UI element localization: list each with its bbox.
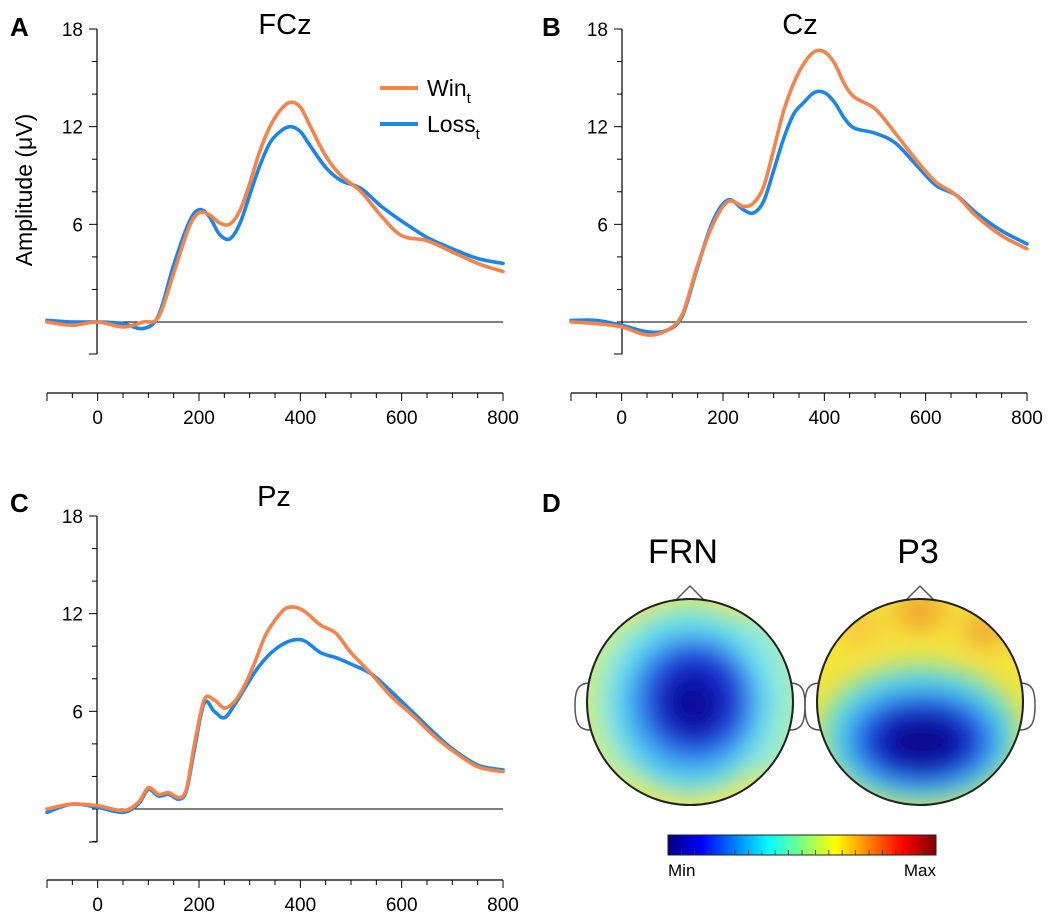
- x-tick-label: 600: [910, 408, 942, 429]
- x-tick-label: 0: [616, 408, 627, 429]
- plot-fcz: 6 12 18 0 200 400 600 800: [45, 20, 519, 429]
- colorbar: Min Max: [667, 834, 937, 880]
- nose-icon: [904, 584, 936, 602]
- y-tick-label: 18: [62, 20, 83, 41]
- legend-label-loss: Losst: [427, 111, 481, 143]
- x-tick-label: 200: [183, 408, 215, 429]
- y-tick-label: 18: [587, 20, 608, 41]
- ear-right-icon: [1019, 682, 1036, 731]
- x-tick-label: 400: [808, 408, 840, 429]
- series-line-win-t: [45, 100, 505, 329]
- panel-letter-c: C: [10, 488, 29, 518]
- plot-cz: 6 12 18 0 200 400 600 800: [569, 20, 1043, 429]
- x-tick-label: 200: [183, 895, 215, 916]
- panel-title-pz: Pz: [257, 481, 291, 513]
- panel-title-fcz: FCz: [258, 9, 311, 41]
- ear-left-icon: [804, 682, 821, 731]
- x-tick-label: 600: [386, 895, 418, 916]
- series-line-loss-t: [45, 124, 505, 331]
- x-tick-label: 400: [284, 408, 316, 429]
- ear-left-icon: [574, 682, 591, 731]
- colorbar-ticks: [681, 850, 923, 855]
- y-tick-label: 6: [72, 702, 83, 723]
- panel-letter-d: D: [542, 488, 561, 518]
- series-line-loss-t: [569, 89, 1029, 335]
- colorbar-max-label: Max: [904, 861, 937, 880]
- panel-letter-a: A: [10, 12, 29, 42]
- series-line-win-t: [45, 605, 505, 813]
- topomap-frn: [574, 584, 806, 806]
- topomap-p3: [804, 584, 1036, 806]
- y-axis-label: Amplitude (μV): [11, 114, 37, 267]
- x-tick-label: 200: [707, 408, 739, 429]
- topomap-title-p3: P3: [897, 533, 939, 571]
- y-tick-label: 12: [587, 118, 608, 139]
- y-tick-label: 6: [72, 215, 83, 236]
- y-tick-label: 18: [62, 507, 83, 528]
- panel-b: B Cz 6 12 18 0 200 400 600 800: [542, 9, 1043, 429]
- panel-d: D FRN P3: [542, 488, 1036, 880]
- x-tick-label: 800: [1011, 408, 1043, 429]
- x-tick-label: 400: [284, 895, 316, 916]
- y-tick-label: 12: [62, 118, 83, 139]
- x-tick-label: 0: [92, 895, 103, 916]
- series-line-loss-t: [45, 637, 505, 815]
- panel-letter-b: B: [542, 12, 561, 42]
- nose-icon: [674, 584, 706, 602]
- panel-c: C Pz 6 12 18 0 200 400 600 800: [10, 481, 519, 916]
- series-line-win-t: [569, 48, 1029, 337]
- x-tick-label: 0: [92, 408, 103, 429]
- y-tick-label: 12: [62, 605, 83, 626]
- x-tick-label: 600: [386, 408, 418, 429]
- x-tick-label: 800: [487, 408, 519, 429]
- y-tick-label: 6: [597, 215, 608, 236]
- plot-pz: 6 12 18 0 200 400 600 800: [45, 507, 519, 916]
- x-tick-label: 800: [487, 895, 519, 916]
- legend: Wint Losst: [380, 75, 481, 143]
- legend-label-win: Wint: [427, 75, 472, 107]
- topomap-title-frn: FRN: [648, 533, 718, 571]
- colorbar-min-label: Min: [668, 861, 695, 880]
- panel-title-cz: Cz: [782, 9, 817, 41]
